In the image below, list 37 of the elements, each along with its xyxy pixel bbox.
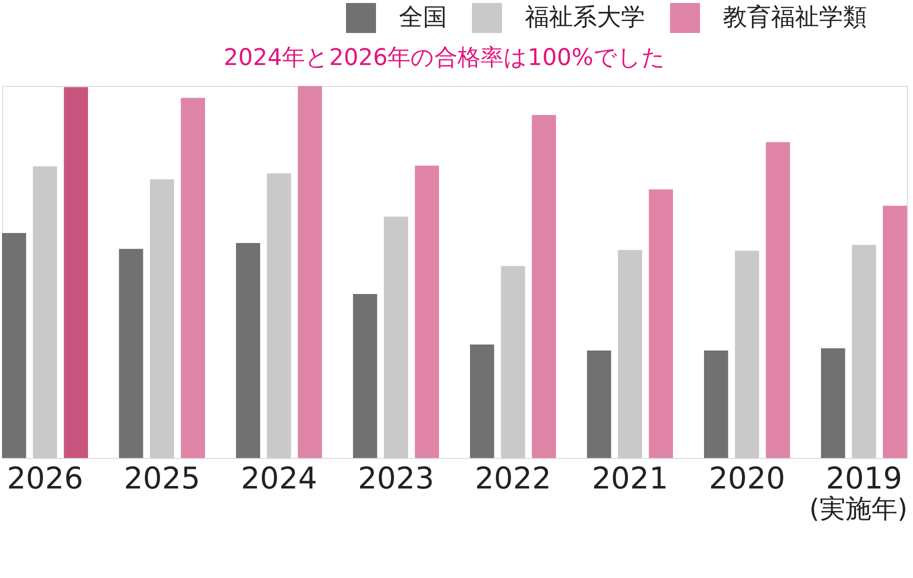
x-tick-label: 2019 bbox=[826, 462, 902, 496]
bar bbox=[266, 173, 292, 458]
x-tick-label: 2021 bbox=[592, 462, 668, 496]
x-tick-label: 2026 bbox=[6, 462, 84, 496]
bar bbox=[470, 344, 494, 458]
bar bbox=[734, 250, 760, 458]
bar bbox=[236, 242, 260, 458]
bar bbox=[180, 98, 205, 458]
bar bbox=[353, 294, 378, 458]
bar bbox=[298, 86, 322, 458]
x-tick-label: 2024 bbox=[240, 462, 318, 496]
bar bbox=[618, 250, 642, 458]
x-tick-label: 2022 bbox=[474, 462, 552, 496]
bar bbox=[587, 350, 612, 458]
bar bbox=[704, 350, 728, 458]
text: 2024年と2026年の合格率は100%でした bbox=[224, 45, 666, 71]
bar bbox=[882, 206, 907, 458]
bar bbox=[119, 248, 144, 458]
bar bbox=[2, 232, 26, 458]
bar bbox=[648, 189, 673, 458]
bar bbox=[821, 348, 846, 458]
bar bbox=[32, 166, 58, 458]
legend-label: 教育福祉学類 bbox=[723, 3, 867, 31]
legend-label: 全国 bbox=[399, 3, 447, 31]
x-tick-label: 2020 bbox=[708, 462, 786, 496]
x-axis-title: (実施年) bbox=[809, 494, 908, 524]
bar bbox=[852, 244, 876, 458]
x-tick-label: 2023 bbox=[358, 462, 434, 496]
bar bbox=[414, 166, 439, 458]
bar bbox=[150, 179, 174, 458]
bar bbox=[766, 142, 790, 458]
bar bbox=[64, 87, 88, 458]
bar bbox=[384, 216, 408, 458]
x-tick-label: 2025 bbox=[124, 462, 200, 496]
bar bbox=[500, 266, 526, 458]
bar bbox=[532, 115, 556, 458]
legend-label: 福祉系大学 bbox=[525, 3, 645, 31]
